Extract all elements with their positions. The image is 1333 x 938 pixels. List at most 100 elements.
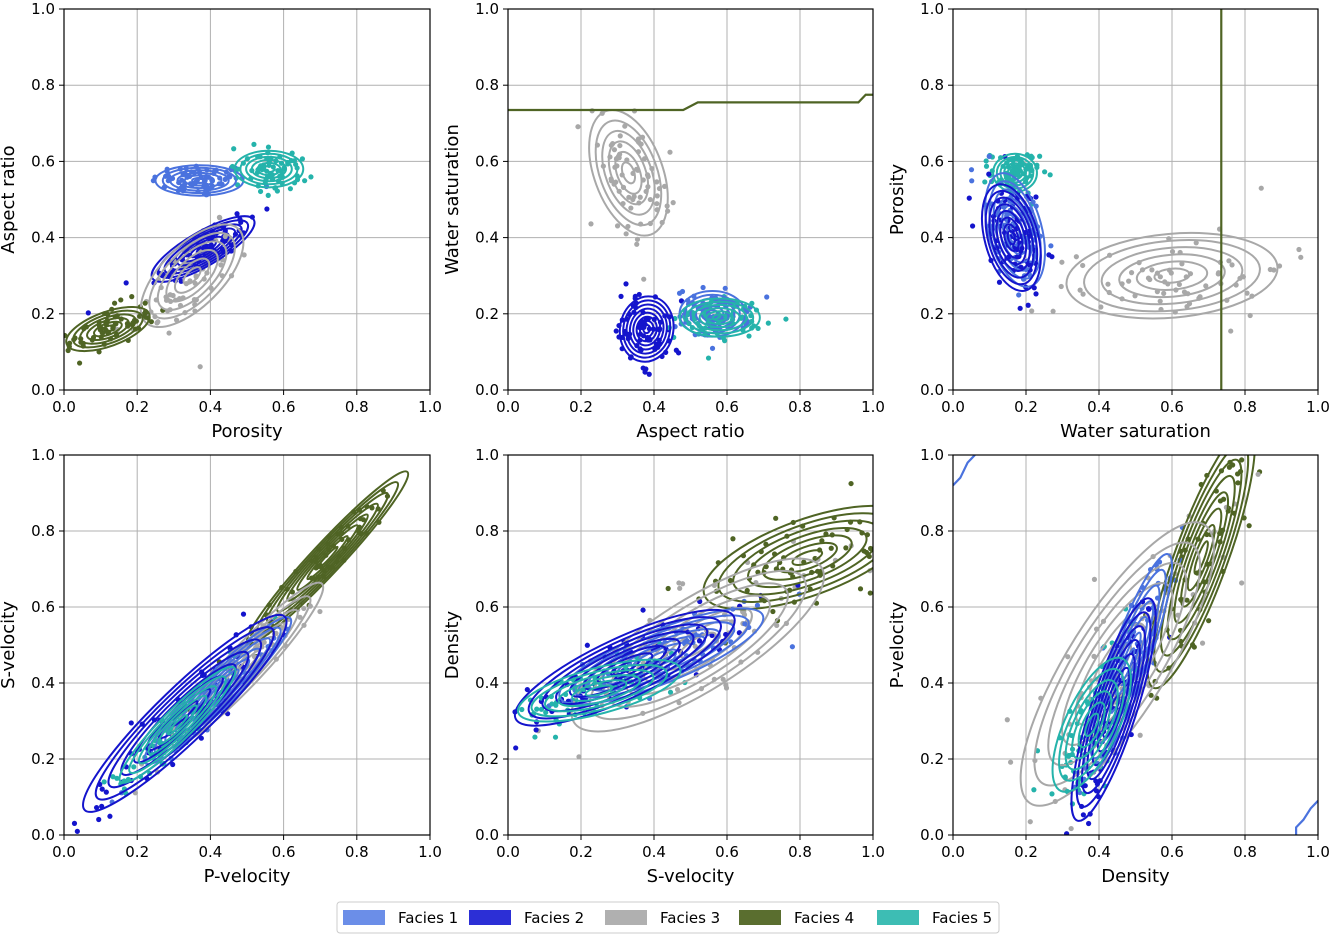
data-point: [623, 231, 629, 237]
contour-line: [1006, 229, 1017, 246]
x-tick-label: 1.0: [1306, 843, 1330, 861]
legend-label: Facies 2: [524, 909, 584, 927]
data-point: [584, 642, 590, 648]
contour-line: [568, 637, 681, 698]
y-tick-label: 0.0: [475, 381, 499, 399]
data-point: [1016, 292, 1022, 298]
contour-line: [992, 203, 1031, 272]
contour-line: [588, 108, 669, 237]
contour-line: [594, 119, 663, 227]
data-point: [114, 775, 120, 781]
x-tick-label: 0.8: [1233, 398, 1257, 416]
y-tick-label: 0.4: [920, 229, 944, 247]
data-point: [628, 205, 634, 211]
data-point: [674, 686, 681, 693]
data-point: [613, 328, 619, 334]
data-point: [129, 294, 135, 300]
data-point: [424, 448, 429, 453]
data-point: [983, 163, 990, 169]
x-tick-label: 1.0: [1306, 398, 1330, 416]
data-point: [897, 510, 902, 515]
contour-line: [1159, 458, 1243, 657]
y-tick-label: 0.0: [920, 381, 944, 399]
data-point: [170, 761, 176, 768]
data-point: [1255, 471, 1261, 477]
axes-frame: [952, 8, 1319, 391]
data-point: [1080, 812, 1086, 818]
data-point: [1220, 496, 1227, 502]
contour-line: [94, 626, 275, 801]
data-point: [730, 536, 736, 542]
data-point: [218, 262, 224, 268]
contour-line: [262, 164, 276, 174]
contour-line: [166, 714, 189, 736]
data-point: [1145, 606, 1152, 612]
contour-line: [169, 169, 230, 192]
y-tick-label: 1.0: [920, 446, 944, 464]
data-point: [1258, 185, 1264, 191]
data-point: [1137, 732, 1143, 738]
data-point: [457, 779, 462, 784]
x-axis-label: Density: [1101, 866, 1170, 887]
contour-line: [176, 171, 223, 190]
data-point: [746, 333, 752, 339]
contour-line: [1153, 267, 1191, 284]
subplot-5: 0.0 0.2 0.4 0.6 0.8 1.0 0.0 0.2 0.4 0.6 0.8 1.0 S-ve…: [442, 446, 902, 887]
y-tick-label: 0.8: [31, 522, 55, 540]
data-point: [754, 602, 761, 608]
contour-line: [1075, 611, 1152, 808]
x-tick-label: 1.0: [861, 843, 885, 861]
data-point: [1193, 240, 1199, 246]
data-point: [1080, 291, 1086, 297]
contour-line: [984, 172, 1046, 288]
axes-frame: [63, 454, 431, 836]
contour-line: [296, 524, 359, 591]
y-tick-label: 0.6: [475, 598, 499, 616]
legend-swatch: [877, 910, 919, 925]
data-point: [765, 320, 771, 326]
data-point: [1157, 274, 1163, 280]
data-point: [167, 292, 173, 298]
data-point: [705, 355, 712, 361]
y-axis-label: Density: [442, 610, 463, 679]
data-point: [1049, 791, 1055, 797]
y-axis-label: Water saturation: [442, 124, 463, 275]
data-point: [1004, 717, 1010, 723]
contour-line: [147, 694, 208, 755]
x-tick-label: 0.4: [1087, 843, 1111, 861]
data-point: [622, 123, 628, 129]
contour-line: [1071, 690, 1113, 760]
data-point: [1229, 262, 1235, 268]
contour-line: [266, 491, 390, 624]
y-tick-label: 1.0: [31, 446, 55, 464]
data-point: [1091, 576, 1098, 582]
data-point: [1147, 276, 1153, 283]
data-point: [1068, 825, 1074, 832]
contour-line: [607, 140, 650, 206]
data-point: [588, 221, 594, 227]
y-tick-label: 0.6: [31, 598, 55, 616]
x-tick-label: 0.0: [496, 398, 520, 416]
contour-line: [1084, 712, 1100, 737]
x-tick-label: 0.8: [788, 843, 812, 861]
data-point: [667, 689, 674, 695]
data-point: [1298, 254, 1304, 260]
contour-line: [705, 310, 735, 325]
data-point: [867, 590, 873, 596]
y-tick-label: 0.2: [920, 305, 944, 323]
data-point: [155, 319, 161, 325]
y-tick-label: 0.2: [920, 750, 944, 768]
x-tick-label: 0.0: [941, 843, 965, 861]
contour-line: [712, 313, 728, 322]
y-tick-label: 1.0: [31, 0, 55, 18]
contour-line: [632, 311, 662, 347]
data-point: [287, 186, 293, 192]
data-point: [654, 179, 660, 185]
data-point: [1234, 471, 1241, 477]
data-point: [1065, 753, 1072, 759]
data-point: [739, 314, 745, 320]
contour-line: [999, 216, 1024, 259]
data-point: [611, 147, 618, 153]
data-point: [1037, 153, 1043, 159]
facies-2-contours: [980, 183, 1042, 292]
